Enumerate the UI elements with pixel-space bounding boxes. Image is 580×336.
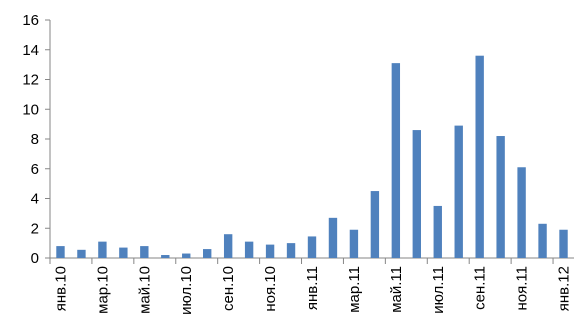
x-tick-label: июл.10 [178, 266, 195, 315]
x-tick-label: май.10 [136, 266, 153, 314]
x-tick-label: ноя.10 [262, 266, 279, 312]
y-tick-label: 16 [22, 12, 39, 29]
x-tick-label: сен.10 [220, 266, 237, 311]
x-tick-label: янв.11 [304, 266, 321, 310]
x-tick-label: май.11 [388, 266, 405, 313]
bar [496, 136, 505, 258]
bar [328, 217, 338, 258]
bar [475, 55, 484, 259]
y-tick-label: 6 [31, 161, 39, 178]
x-tick-label: янв.10 [52, 266, 69, 311]
bar [98, 241, 107, 258]
x-tick-label: июл.11 [430, 266, 447, 314]
bar [140, 246, 149, 258]
x-tick-label: янв.12 [556, 266, 573, 311]
y-axis: 0 2 4 6 8 10 12 14 16 [22, 12, 51, 267]
y-tick-label: 12 [22, 72, 39, 89]
bar [307, 236, 317, 258]
bar [286, 243, 296, 258]
y-tick-label: 14 [22, 42, 39, 59]
bar [391, 63, 401, 259]
bar [161, 255, 170, 258]
bar [559, 229, 568, 258]
x-axis: янв.10 мар.10 май.10 июл.10 сен.10 ноя.10 янв.… [49, 257, 574, 315]
y-tick-label: 4 [31, 191, 39, 208]
bar [349, 229, 359, 258]
y-tick-label: 0 [31, 250, 39, 267]
bar [119, 247, 128, 258]
x-tick-label: мар.11 [346, 266, 363, 313]
bar [454, 125, 463, 258]
bar [412, 130, 421, 258]
bar [203, 249, 212, 258]
x-tick-label: сен.11 [472, 266, 489, 310]
y-tick-label: 10 [22, 101, 39, 118]
x-tick-label: ноя.11 [514, 266, 531, 311]
bar [77, 249, 86, 258]
bar [433, 205, 442, 258]
y-tick-label: 2 [31, 220, 39, 237]
bar [223, 234, 233, 258]
bar [56, 246, 65, 258]
bar [244, 241, 254, 258]
bar [370, 191, 380, 258]
bar [265, 244, 275, 258]
bar [517, 167, 526, 258]
bar-series [56, 55, 568, 259]
x-tick-label: мар.10 [94, 266, 111, 314]
bar [538, 223, 547, 258]
y-tick-label: 8 [31, 131, 39, 148]
bar [182, 253, 191, 258]
